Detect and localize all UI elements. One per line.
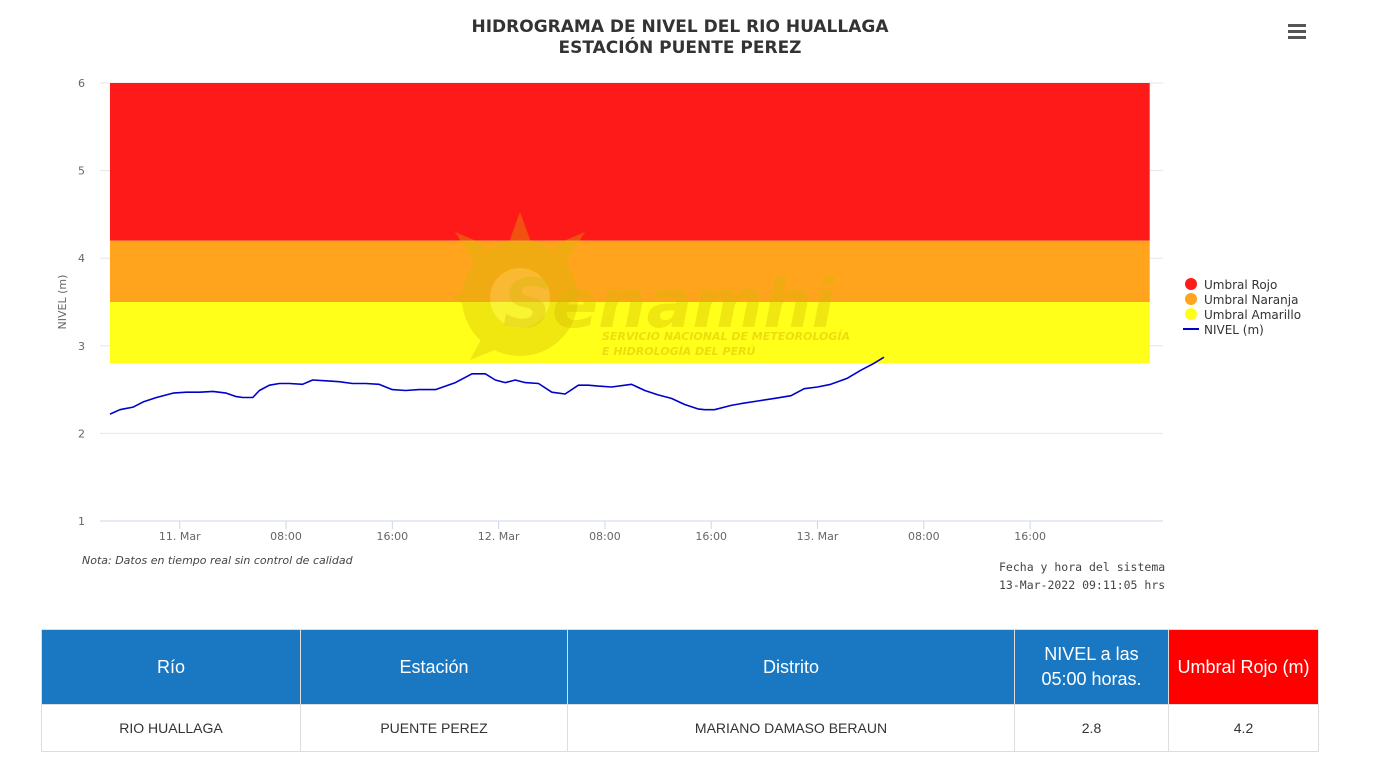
sun-logo-icon: [450, 212, 585, 360]
hydrograph-chart: HIDROGRAMA DE NIVEL DEL RIO HUALLAGA EST…: [56, 17, 1301, 592]
cell-distrito: MARIANO DAMASO BERAUN: [567, 704, 1015, 752]
y-tick-label: 2: [78, 427, 85, 440]
y-tick-label: 4: [78, 252, 85, 265]
cell-rio: RIO HUALLAGA: [41, 704, 301, 752]
threshold-bands: [109, 83, 1150, 364]
table-header-row: Río Estación Distrito NIVEL a las 05:00 …: [41, 629, 1319, 705]
legend-marker-naranja: [1185, 293, 1197, 305]
x-tick-label: 16:00: [376, 530, 408, 543]
watermark-line1: SERVICIO NACIONAL DE METEOROLOGÍA: [602, 330, 850, 343]
x-tick-label: 12. Mar: [478, 530, 520, 543]
hamburger-icon-bar: [1288, 36, 1306, 39]
y-tick-label: 6: [78, 77, 85, 90]
senamhi-watermark: Senamhi SERVICIO NACIONAL DE METEOROLOGÍ…: [450, 212, 850, 360]
watermark-brand: Senamhi: [503, 265, 837, 344]
x-tick-label: 08:00: [908, 530, 940, 543]
x-tick-label: 08:00: [270, 530, 302, 543]
header-umbral-rojo: Umbral Rojo (m): [1168, 629, 1319, 705]
nivel-series: [109, 356, 885, 415]
legend: Umbral Rojo Umbral Naranja Umbral Amaril…: [1183, 278, 1301, 337]
legend-marker-rojo: [1185, 278, 1197, 290]
chart-subtitle: ESTACIÓN PUENTE PEREZ: [558, 36, 801, 58]
legend-item-umbral-amarillo[interactable]: Umbral Amarillo: [1185, 308, 1301, 322]
legend-item-umbral-naranja[interactable]: Umbral Naranja: [1185, 293, 1298, 307]
cell-estacion: PUENTE PEREZ: [300, 704, 568, 752]
x-tick-label: 16:00: [695, 530, 727, 543]
header-rio: Río: [41, 629, 301, 705]
threshold-band: [109, 302, 1150, 364]
legend-label-amarillo: Umbral Amarillo: [1204, 308, 1301, 322]
series-line-nivel: [109, 356, 885, 415]
chart-title: HIDROGRAMA DE NIVEL DEL RIO HUALLAGA: [472, 17, 890, 37]
y-axis-label: NIVEL (m): [56, 275, 69, 330]
hamburger-icon-bar: [1288, 30, 1306, 33]
header-nivel-line1: NIVEL a las: [1044, 644, 1139, 664]
y-tick-label: 1: [78, 515, 85, 528]
station-table: Río Estación Distrito NIVEL a las 05:00 …: [41, 629, 1319, 752]
threshold-band: [109, 83, 1150, 241]
cell-umbral: 4.2: [1168, 704, 1319, 752]
x-tick-label: 08:00: [589, 530, 621, 543]
header-distrito: Distrito: [567, 629, 1015, 705]
header-nivel: NIVEL a las 05:00 horas.: [1014, 629, 1169, 705]
watermark-line2: E HIDROLOGÍA DEL PERÚ: [602, 345, 756, 358]
legend-label-naranja: Umbral Naranja: [1204, 293, 1298, 307]
x-tick-label: 13. Mar: [797, 530, 839, 543]
header-estacion: Estación: [300, 629, 568, 705]
y-tick-label: 5: [78, 165, 85, 178]
quality-note: Nota: Datos en tiempo real sin control d…: [82, 554, 354, 567]
system-time-label: Fecha y hora del sistema: [999, 560, 1165, 574]
legend-item-umbral-rojo[interactable]: Umbral Rojo: [1185, 278, 1277, 292]
chart-menu-button[interactable]: [1284, 20, 1310, 42]
header-nivel-line2: 05:00 horas.: [1041, 669, 1142, 689]
table-row: RIO HUALLAGA PUENTE PEREZ MARIANO DAMASO…: [41, 704, 1319, 752]
x-tick-label: 11. Mar: [159, 530, 201, 543]
x-axis-ticks: 11. Mar 08:00 16:00 12. Mar 08:00 16:00 13. Ma…: [159, 521, 1046, 543]
legend-marker-amarillo: [1185, 308, 1197, 320]
legend-item-nivel[interactable]: NIVEL (m): [1183, 323, 1264, 337]
system-time-value: 13-Mar-2022 09:11:05 hrs: [999, 578, 1165, 592]
legend-label-rojo: Umbral Rojo: [1204, 278, 1277, 292]
x-tick-label: 16:00: [1014, 530, 1046, 543]
hamburger-icon: [1288, 24, 1306, 27]
y-tick-label: 3: [78, 340, 85, 353]
legend-label-nivel: NIVEL (m): [1204, 323, 1264, 337]
cell-nivel: 2.8: [1014, 704, 1169, 752]
y-axis-ticks: 1 2 3 4 5 6: [78, 77, 85, 528]
threshold-band: [109, 240, 1150, 302]
